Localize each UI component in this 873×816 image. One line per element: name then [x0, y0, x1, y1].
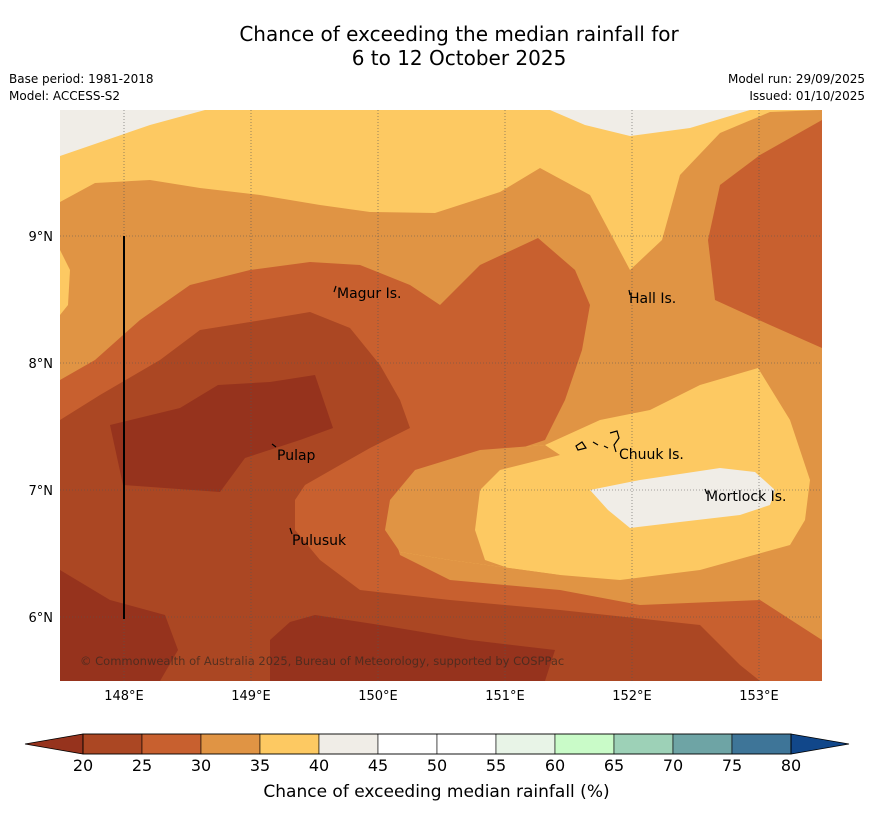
- lon-tick-labels: 148°E 149°E 150°E 151°E 152°E 153°E: [104, 689, 779, 704]
- colorbar-tick-label: 25: [132, 756, 152, 775]
- band-40-45-mortlock: [590, 468, 775, 528]
- chuuk-island-shape-4: [609, 430, 620, 453]
- colorbar-tick-label: 55: [486, 756, 506, 775]
- colorbar-tick-label: 20: [73, 756, 93, 775]
- title-line-1: Chance of exceeding the median rainfall …: [239, 22, 679, 46]
- colorbar-segment: [672, 733, 733, 755]
- pulap-island-shape: [271, 443, 277, 448]
- band-35-40-south: [385, 368, 810, 580]
- band-35-40-west: [60, 250, 70, 315]
- lon-tick-148: 148°E: [104, 689, 144, 704]
- meta-left: Base period: 1981-2018 Model: ACCESS-S2: [9, 71, 154, 105]
- islands: [271, 285, 708, 535]
- lon-tick-149: 149°E: [231, 689, 271, 704]
- place-label-mortlock: Mortlock Is.: [706, 489, 786, 505]
- colorbar-segment: [200, 733, 261, 755]
- map-title: Chance of exceeding the median rainfall …: [0, 22, 873, 70]
- pulusuk-island-shape: [289, 527, 293, 535]
- base-period-text: Base period: 1981-2018: [9, 72, 154, 86]
- colorbar-tick-label: 45: [368, 756, 388, 775]
- chuuk-island-shape-2: [592, 441, 599, 446]
- place-label-chuuk: Chuuk Is.: [619, 447, 684, 463]
- mortlock-island-shape: [704, 488, 708, 495]
- lon-tick-151: 151°E: [485, 689, 525, 704]
- colorbar-tick-label: 50: [427, 756, 447, 775]
- model-run-text: Model run: 29/09/2025: [727, 72, 865, 86]
- place-labels: Magur Is. Hall Is. Pulap Chuuk Is. Mortl…: [277, 286, 786, 549]
- colorbar-under-arrow: [24, 733, 84, 755]
- lat-tick-8: 8°N: [29, 357, 54, 372]
- lon-tick-152: 152°E: [612, 689, 652, 704]
- colorbar-segment: [318, 733, 379, 755]
- magur-island-shape: [333, 285, 337, 293]
- colorbar-tick-label: 40: [309, 756, 329, 775]
- copyright-text: © Commonwealth of Australia 2025, Bureau…: [80, 654, 564, 668]
- colorbar-segment: [495, 733, 556, 755]
- colorbar-segments: [82, 733, 792, 755]
- lon-tick-150: 150°E: [358, 689, 398, 704]
- colorbar-segment: [259, 733, 320, 755]
- colorbar-segment: [731, 733, 792, 755]
- band-40-45-nw: [60, 110, 205, 156]
- lon-tick-153: 153°E: [739, 689, 779, 704]
- hall-island-shape: [628, 289, 631, 296]
- colorbar-over-arrow: [790, 733, 850, 755]
- place-label-magur: Magur Is.: [337, 286, 402, 302]
- band-30-35-south: [385, 445, 560, 575]
- model-text: Model: ACCESS-S2: [9, 89, 121, 103]
- colorbar-segment: [82, 733, 143, 755]
- colorbar-tick-label: 75: [722, 756, 742, 775]
- colorbar-tick-label: 30: [191, 756, 211, 775]
- colorbar-tick-label: 60: [545, 756, 565, 775]
- place-label-pulusuk: Pulusuk: [292, 533, 347, 549]
- colorbar-outline: [82, 733, 792, 755]
- lat-tick-7: 7°N: [29, 484, 54, 499]
- colorbar-segment: [377, 733, 438, 755]
- colorbar-tick-label: 35: [250, 756, 270, 775]
- meta-right: Model run: 29/09/2025 Issued: 01/10/2025: [728, 71, 865, 105]
- colorbar-label: Chance of exceeding median rainfall (%): [263, 782, 610, 802]
- lat-tick-labels: 9°N 8°N 7°N 6°N: [29, 230, 54, 626]
- chuuk-island-shape-1: [575, 441, 587, 451]
- colorbar-segment: [613, 733, 674, 755]
- issued-text: Issued: 01/10/2025: [749, 89, 865, 103]
- place-label-pulap: Pulap: [277, 448, 316, 464]
- contour-fill: Magur Is. Hall Is. Pulap Chuuk Is. Mortl…: [60, 110, 822, 681]
- colorbar-tick-label: 65: [604, 756, 624, 775]
- colorbar-segment: [141, 733, 202, 755]
- band-under-20-west: [110, 375, 333, 492]
- colorbar-ticks: 20 25 30 35 40 45 50 55 60 65 70 75 80: [73, 756, 801, 775]
- band-25-30-east: [708, 120, 822, 348]
- lat-tick-9: 9°N: [29, 230, 54, 245]
- band-under-20-sw: [60, 570, 178, 681]
- colorbar: 20 25 30 35 40 45 50 55 60 65 70 75 80: [24, 733, 850, 775]
- lat-tick-6: 6°N: [29, 611, 54, 626]
- place-label-hall: Hall Is.: [629, 291, 676, 307]
- colorbar-tick-label: 80: [781, 756, 801, 775]
- colorbar-segment: [554, 733, 615, 755]
- colorbar-tick-label: 70: [663, 756, 683, 775]
- colorbar-segment: [436, 733, 497, 755]
- band-40-45-ne: [550, 110, 750, 136]
- band-under-20-south: [270, 615, 555, 681]
- title-line-2: 6 to 12 October 2025: [351, 46, 567, 70]
- chuuk-island-shape-3: [603, 445, 609, 449]
